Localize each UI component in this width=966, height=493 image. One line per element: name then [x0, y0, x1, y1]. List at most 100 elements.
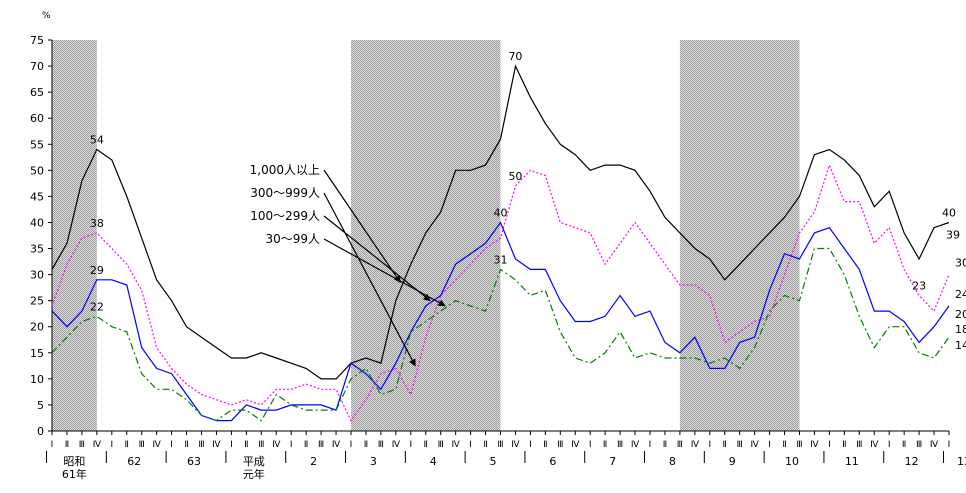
shaded-period	[52, 40, 97, 431]
y-tick-label: 75	[30, 34, 44, 47]
quarter-label: Ⅲ	[497, 440, 503, 450]
quarter-label: Ⅲ	[796, 440, 802, 450]
year-label: 6	[549, 455, 556, 468]
quarter-label: Ⅱ	[842, 440, 846, 450]
quarter-label: Ⅱ	[663, 440, 667, 450]
y-tick-label: 70	[30, 60, 44, 73]
year-label: 平成	[243, 455, 265, 468]
legend-callout-arrow	[323, 238, 446, 307]
year-label: 8	[669, 455, 676, 468]
data-label: 70	[508, 50, 522, 63]
quarter-label: Ⅱ	[782, 440, 786, 450]
quarter-label: Ⅳ	[212, 440, 221, 450]
series-line	[51, 64, 950, 380]
series-line	[51, 247, 950, 422]
data-label: 23	[912, 279, 926, 292]
quarter-label: Ⅲ	[677, 440, 683, 450]
quarter-label: Ⅰ	[350, 440, 353, 450]
quarter-label: Ⅳ	[451, 440, 460, 450]
quarter-label: Ⅱ	[723, 440, 727, 450]
data-label: 14	[955, 339, 966, 352]
year-label: 62	[127, 455, 141, 468]
quarter-label: Ⅱ	[184, 440, 188, 450]
data-label: 29	[90, 264, 104, 277]
year-label: 10	[785, 455, 799, 468]
year-label: 7	[609, 455, 616, 468]
quarter-label: Ⅱ	[543, 440, 547, 450]
quarter-label: Ⅳ	[272, 440, 281, 450]
data-label: 40	[942, 206, 956, 219]
data-label: 18	[955, 323, 966, 336]
series-lines	[51, 64, 950, 422]
y-tick-label: 40	[30, 216, 44, 229]
y-tick-label: 10	[30, 373, 44, 386]
quarter-label: Ⅳ	[870, 440, 879, 450]
legend-callouts: 1,000人以上 300～999人 100～299人 30～99人	[250, 163, 446, 367]
year-label: 2	[310, 455, 317, 468]
legend-callout-label: 30～99人	[265, 232, 320, 246]
quarter-label: Ⅰ	[888, 440, 891, 450]
quarter-label: Ⅳ	[152, 440, 161, 450]
shaded-period	[679, 40, 800, 431]
data-label: 39	[946, 228, 960, 241]
data-label: 54	[90, 133, 104, 146]
year-label: 昭和	[63, 455, 85, 468]
legend-callout-arrow	[323, 192, 416, 367]
legend-callout-label: 100～299人	[250, 209, 320, 223]
legend-callout-arrow	[323, 169, 401, 284]
data-label: 20	[955, 308, 966, 321]
quarter-label: Ⅰ	[170, 440, 173, 450]
y-tick-label: 45	[30, 190, 44, 203]
year-label: 63	[187, 455, 201, 468]
quarter-label: Ⅱ	[304, 440, 308, 450]
legend-callout-label: 300～999人	[250, 186, 320, 200]
series-line	[51, 163, 950, 422]
data-label: 31	[494, 253, 508, 266]
data-label: 40	[494, 206, 508, 219]
quarter-label: Ⅳ	[332, 440, 341, 450]
data-label: 24	[955, 288, 966, 301]
y-tick-label: 35	[30, 243, 44, 256]
quarter-label: Ⅰ	[409, 440, 412, 450]
quarter-label: Ⅲ	[617, 440, 623, 450]
quarter-label: Ⅰ	[768, 440, 771, 450]
data-label: 50	[508, 170, 522, 183]
y-tick-label: 0	[37, 425, 44, 438]
y-tick-label: 60	[30, 112, 44, 125]
year-label: 13	[957, 455, 966, 468]
quarter-label: Ⅱ	[65, 440, 69, 450]
year-label: 5	[490, 455, 497, 468]
quarter-label: Ⅱ	[364, 440, 368, 450]
data-label: 38	[90, 217, 104, 230]
y-tick-label: 15	[30, 347, 44, 360]
quarter-label: Ⅳ	[571, 440, 580, 450]
quarter-label: Ⅳ	[750, 440, 759, 450]
quarter-label: Ⅳ	[93, 440, 102, 450]
quarter-label: Ⅲ	[318, 440, 324, 450]
quarter-label: Ⅲ	[198, 440, 204, 450]
y-tick-label: 20	[30, 321, 44, 334]
year-label: 4	[430, 455, 437, 468]
year-label: 11	[845, 455, 859, 468]
quarter-label: Ⅱ	[483, 440, 487, 450]
quarter-label: Ⅰ	[51, 440, 54, 450]
quarter-label: Ⅱ	[424, 440, 428, 450]
quarter-label: Ⅰ	[948, 440, 951, 450]
quarter-label: Ⅳ	[810, 440, 819, 450]
data-label: 22	[90, 300, 104, 313]
y-tick-label: 25	[30, 295, 44, 308]
legend-callout-arrow	[323, 215, 431, 302]
data-label: 30	[955, 257, 966, 270]
y-tick-label: 55	[30, 138, 44, 151]
shaded-period	[351, 40, 501, 431]
year-label: 12	[905, 455, 919, 468]
legend-callout-label: 1,000人以上	[250, 163, 320, 177]
quarter-label: Ⅲ	[737, 440, 743, 450]
quarter-label: Ⅰ	[589, 440, 592, 450]
quarter-label: Ⅰ	[469, 440, 472, 450]
quarter-label: Ⅲ	[258, 440, 264, 450]
quarter-label: Ⅲ	[378, 440, 384, 450]
data-labels: 54 38 29 22 70 50 40 31 40 39 30 23 24 20 18 14	[90, 50, 966, 352]
